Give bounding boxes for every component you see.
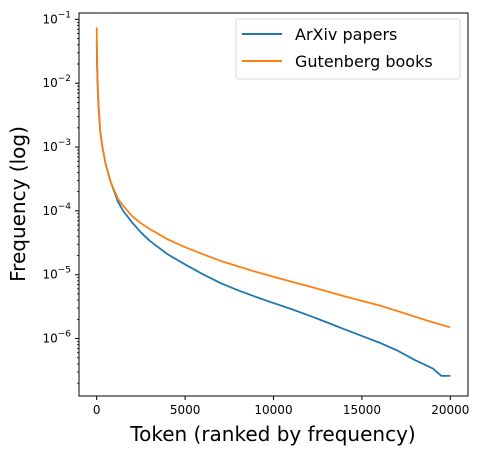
x-axis-ticks: 0 5000 10000 15000 20000 (93, 396, 469, 417)
y-axis-label: Frequency (log) (6, 126, 30, 282)
y-tick-label: 10−4 (42, 202, 71, 218)
y-tick-label: 10−3 (42, 138, 71, 154)
x-tick-label: 0 (93, 403, 101, 417)
legend-label-arxiv: ArXiv papers (295, 25, 397, 44)
plot-lines (95, 27, 451, 377)
series-line-gutenberg (95, 27, 451, 329)
x-axis-label: Token (ranked by frequency) (129, 422, 415, 446)
legend: ArXiv papers Gutenberg books (235, 18, 461, 80)
legend-box (235, 18, 461, 80)
y-tick-label: 10−2 (42, 74, 71, 90)
y-axis-ticks: 10−1 10−2 10−3 10−4 10−5 10−6 (42, 10, 79, 384)
x-tick-label: 20000 (431, 403, 469, 417)
x-tick-label: 5000 (170, 403, 201, 417)
x-tick-label: 10000 (254, 403, 292, 417)
y-tick-label: 10−1 (42, 10, 71, 26)
y-tick-label: 10−6 (42, 330, 71, 346)
legend-label-gutenberg: Gutenberg books (295, 52, 433, 71)
y-tick-label: 10−5 (42, 266, 71, 282)
x-tick-label: 15000 (343, 403, 381, 417)
